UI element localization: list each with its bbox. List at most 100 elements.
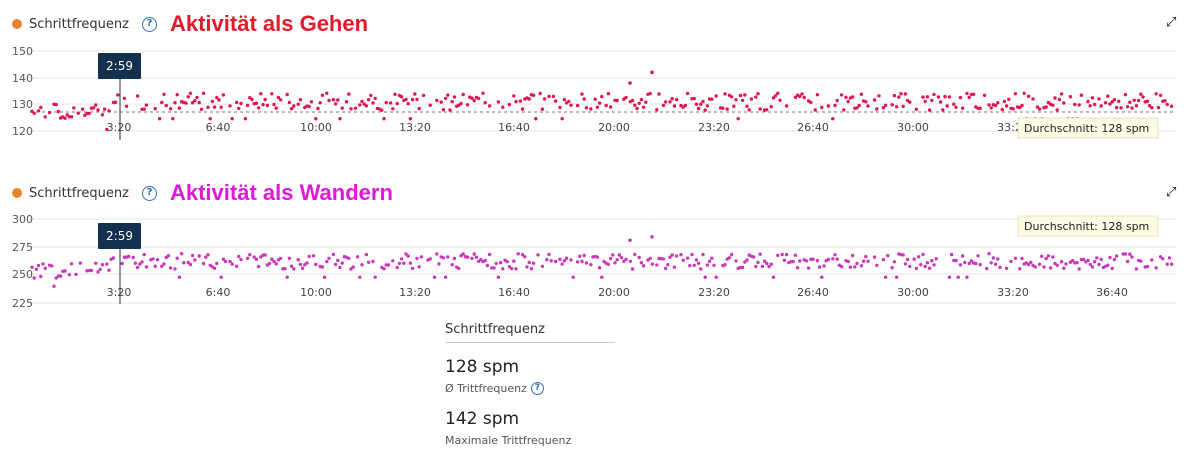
data-point	[996, 101, 1000, 105]
data-point	[47, 110, 52, 115]
data-point	[811, 257, 815, 261]
data-point	[883, 103, 888, 108]
data-point	[575, 260, 580, 264]
data-point	[388, 101, 393, 105]
data-point	[692, 96, 696, 101]
data-point	[740, 265, 745, 270]
data-point	[1169, 104, 1174, 109]
data-point	[404, 252, 408, 256]
data-point	[83, 113, 87, 118]
x-tick-label: 36:40	[1096, 286, 1128, 299]
data-point	[615, 258, 619, 262]
data-point	[1088, 262, 1092, 267]
data-point	[338, 117, 342, 121]
data-point	[331, 252, 336, 257]
data-point	[399, 257, 404, 261]
data-point	[186, 260, 190, 265]
data-point	[1119, 106, 1123, 110]
data-point	[699, 267, 703, 271]
data-point	[1114, 254, 1119, 258]
data-point	[960, 106, 965, 110]
data-point	[501, 105, 505, 109]
data-point	[162, 92, 166, 97]
data-point	[850, 253, 855, 258]
data-point	[800, 92, 804, 96]
data-point	[892, 93, 897, 98]
data-point	[1123, 93, 1128, 97]
data-point	[976, 254, 980, 258]
data-point	[234, 100, 239, 105]
data-point	[756, 260, 760, 265]
stats-title: Schrittfrequenz	[445, 322, 615, 343]
data-point	[817, 265, 822, 269]
data-point	[857, 103, 861, 108]
expand-icon[interactable]: ⤢	[1166, 15, 1177, 30]
data-point	[967, 95, 971, 100]
data-point	[267, 261, 272, 266]
cadence-chart-walking[interactable]: 150 140 130 120 3:20 6:40 10:00 13:20 16:40 20:00…	[0, 0, 1198, 160]
data-point	[672, 265, 677, 269]
help-icon[interactable]: ?	[530, 382, 544, 395]
help-icon[interactable]: ?	[141, 16, 157, 32]
data-point	[690, 252, 694, 257]
data-point	[670, 253, 674, 257]
data-point	[72, 106, 76, 110]
data-point	[318, 101, 322, 105]
data-point	[1011, 107, 1015, 111]
cadence-chart-hiking[interactable]: 300 275 250 225 3:20 6:40 10:00 13:20 16:40 20:00…	[0, 150, 1198, 310]
data-point	[732, 104, 736, 109]
data-point	[415, 97, 419, 102]
data-point	[694, 258, 699, 262]
data-point	[989, 106, 993, 110]
data-point	[188, 262, 193, 267]
data-point	[1013, 92, 1018, 96]
data-point	[952, 102, 956, 106]
data-point	[1059, 260, 1064, 264]
data-point	[349, 107, 353, 111]
data-point	[190, 253, 195, 258]
y-tick-label: 120	[12, 125, 33, 138]
x-tick-label: 13:20	[399, 121, 431, 134]
data-point	[435, 252, 439, 256]
data-point	[34, 267, 39, 271]
data-point	[958, 263, 963, 267]
cadence-panel-walking: Schrittfrequenz ? Aktivität als Gehen ⤢ …	[0, 0, 1198, 160]
data-point	[600, 94, 604, 99]
data-point	[212, 105, 217, 109]
data-point	[113, 100, 118, 104]
data-point	[496, 100, 501, 104]
data-point	[177, 106, 182, 110]
data-point	[498, 261, 503, 265]
data-point	[142, 107, 146, 111]
data-point	[63, 269, 67, 273]
data-point	[69, 262, 74, 266]
x-tick-label: 23:20	[698, 121, 730, 134]
data-point	[509, 266, 514, 271]
data-point	[263, 253, 267, 257]
data-point	[1086, 258, 1090, 263]
data-point	[52, 284, 56, 288]
data-point	[930, 259, 934, 263]
data-point	[470, 256, 474, 261]
data-point	[391, 259, 395, 263]
data-point	[758, 107, 762, 111]
data-point	[710, 256, 714, 260]
data-point	[593, 97, 597, 101]
data-point	[164, 103, 168, 108]
data-point	[201, 91, 206, 96]
data-point	[670, 97, 674, 101]
data-point	[833, 103, 837, 108]
data-point	[369, 93, 373, 98]
data-point	[215, 95, 219, 100]
data-point	[296, 102, 300, 107]
data-point	[212, 266, 217, 270]
data-point	[615, 98, 619, 103]
data-point	[877, 94, 881, 98]
data-point	[553, 259, 558, 264]
data-point	[1132, 98, 1136, 103]
data-point	[138, 262, 142, 266]
data-point	[998, 265, 1002, 270]
data-point	[204, 255, 208, 259]
data-point	[80, 107, 85, 111]
data-point	[175, 256, 179, 260]
